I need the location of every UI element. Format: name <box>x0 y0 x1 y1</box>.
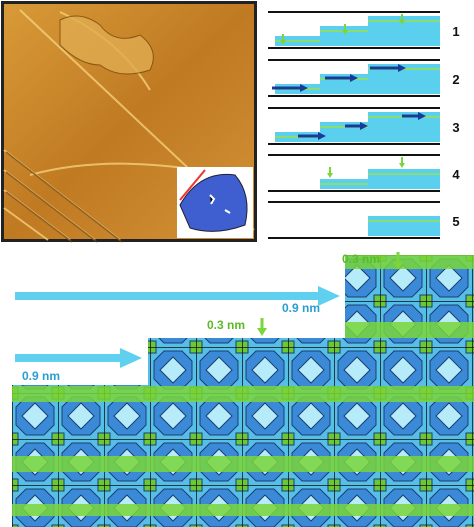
green-arrow <box>327 173 333 178</box>
green-arrow <box>342 30 348 35</box>
lattice: 0.3 nm 0.3 nm 0.9 nm 0.9 nm <box>12 252 474 527</box>
terrace-width-label: 0.9 nm <box>22 369 60 383</box>
panel-number: 4 <box>452 167 460 182</box>
arrow <box>360 122 368 130</box>
green-arrow <box>399 163 405 168</box>
afm-image <box>1 1 257 243</box>
step-height-label: 0.3 nm <box>342 252 380 266</box>
arrow <box>318 132 326 140</box>
terrace-width-label: 0.9 nm <box>282 301 320 315</box>
panel-number: 1 <box>452 24 459 39</box>
arrow <box>300 84 308 92</box>
arrow <box>350 74 358 82</box>
panel-number: 2 <box>452 72 459 87</box>
layer <box>368 216 440 236</box>
panel-number: 3 <box>452 120 459 135</box>
arrow <box>418 112 426 120</box>
green-arrow <box>399 20 405 25</box>
green-arrow <box>280 40 286 45</box>
panel-number: 5 <box>452 214 459 229</box>
step-height-label: 0.3 nm <box>207 318 245 332</box>
step-schematic: 1 2 3 4 5 <box>268 11 460 239</box>
layer <box>368 169 440 189</box>
arrow <box>398 64 406 72</box>
